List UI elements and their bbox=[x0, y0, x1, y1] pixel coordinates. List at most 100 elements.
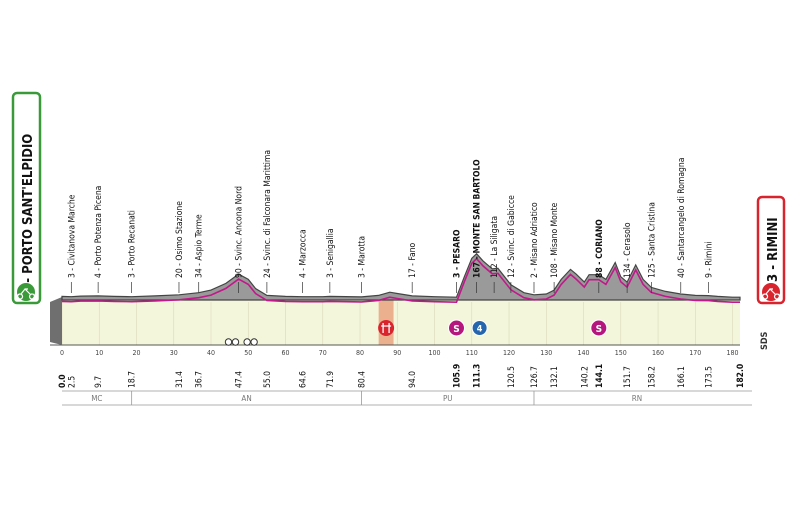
km-tick-label: 110 bbox=[466, 349, 478, 357]
km-label: 173.5 bbox=[704, 366, 714, 388]
finish-icon bbox=[762, 283, 780, 301]
bike-icon bbox=[761, 288, 781, 300]
tunnel-icon bbox=[243, 338, 251, 346]
region-code: AN bbox=[241, 394, 251, 403]
km-label: 111.3 bbox=[473, 364, 483, 388]
sprint-symbol: S bbox=[596, 324, 602, 335]
place-label: 3 - PESARO bbox=[453, 229, 463, 278]
place-label: 125 - Santa Cristina bbox=[647, 202, 657, 278]
elevation-line bbox=[61, 257, 740, 304]
place-label: 3 - Porto Recanati bbox=[128, 210, 138, 278]
km-label: 144.1 bbox=[595, 364, 605, 388]
tunnel-icon bbox=[224, 338, 233, 346]
km-tick-label: 50 bbox=[244, 349, 252, 357]
km-label: 120.5 bbox=[507, 366, 517, 388]
feed-zone-icon bbox=[378, 320, 395, 336]
place-label: 167 - MONTE SAN BARTOLO bbox=[473, 159, 483, 278]
place-label: 3 - Civitanova Marche bbox=[67, 194, 77, 278]
km-label: 55.0 bbox=[263, 371, 273, 388]
km-label: 166.1 bbox=[677, 366, 687, 388]
profile-plain bbox=[62, 300, 740, 345]
region-code: MC bbox=[91, 394, 102, 403]
tunnel-icon bbox=[250, 338, 258, 346]
start-badge: 6 - PORTO SANT'ELPIDIO bbox=[11, 91, 42, 305]
km-tick-label: 150 bbox=[615, 349, 627, 357]
km-label: 47.4 bbox=[235, 371, 245, 388]
sprint-icon bbox=[448, 319, 466, 337]
place-label: 17 - Fano bbox=[408, 243, 418, 278]
km-tick-label: 80 bbox=[356, 349, 364, 357]
place-label: 134 - Cerasolo bbox=[623, 222, 633, 278]
km-label: 126.7 bbox=[530, 366, 540, 388]
km-label: 71.9 bbox=[326, 371, 336, 388]
km-tick-label: 120 bbox=[503, 349, 515, 357]
place-label: 24 - Svinc. di Falconara Marittima bbox=[263, 150, 273, 278]
km-label: 105.9 bbox=[453, 364, 463, 388]
profile-3d-side bbox=[50, 297, 62, 345]
sds-logo: SDS bbox=[760, 331, 770, 350]
sprint-icon bbox=[590, 319, 608, 337]
km-tick-label: 40 bbox=[207, 349, 215, 357]
km-label: 94.0 bbox=[408, 371, 418, 388]
km-tick-label: 140 bbox=[578, 349, 590, 357]
elevation-area bbox=[61, 252, 741, 301]
km-label: 9.7 bbox=[94, 376, 104, 388]
region-code: RN bbox=[632, 394, 642, 403]
finish-badge: 3 - RIMINI bbox=[756, 195, 786, 305]
start-icon bbox=[17, 283, 35, 301]
km-tick-label: 0 bbox=[60, 349, 64, 357]
km-tick-label: 20 bbox=[132, 349, 140, 357]
place-label: 40 - Santarcangelo di Romagna bbox=[677, 158, 687, 278]
km-label: 36.7 bbox=[195, 371, 205, 388]
km-distance-labels: 0.0 2.5 9.7 18.7 31.4 36.7 47.4 55.0 64.6 71.9 80.… bbox=[58, 364, 746, 388]
place-label: 2 - Misano Adriatico bbox=[530, 202, 540, 278]
place-label: 4 - Porto Potenza Picena bbox=[94, 186, 104, 278]
place-label: 34 - Aspio Terme bbox=[195, 214, 205, 278]
place-label: 88 - CORIANO bbox=[595, 219, 605, 278]
km-tick-label: 180 bbox=[727, 349, 739, 357]
km-tick-label: 170 bbox=[689, 349, 701, 357]
km-label: 0.0 bbox=[58, 374, 68, 388]
km-tick-label: 100 bbox=[429, 349, 441, 357]
km-tick-label: 90 bbox=[393, 349, 401, 357]
place-label: 4 - Marzocca bbox=[299, 229, 309, 278]
km-tick-label: 160 bbox=[652, 349, 664, 357]
place-labels: 3 - Civitanova Marche 4 - Porto Potenza P… bbox=[67, 150, 714, 278]
km-label: 158.2 bbox=[647, 366, 657, 388]
km-label: 2.5 bbox=[67, 376, 77, 388]
km-label: 31.4 bbox=[175, 371, 185, 388]
km-label: 18.7 bbox=[128, 371, 138, 388]
km-label: 64.6 bbox=[299, 371, 309, 388]
km-tick-label: 130 bbox=[540, 349, 552, 357]
sprint-symbol: S bbox=[453, 324, 459, 335]
km-tick-label: 30 bbox=[170, 349, 178, 357]
km-label: 132.1 bbox=[550, 366, 560, 388]
fork-knife-icon bbox=[381, 323, 392, 333]
km-label: 140.2 bbox=[580, 366, 590, 388]
km-label: 80.4 bbox=[358, 371, 368, 388]
place-label: 90 - Svinc. Ancona Nord bbox=[235, 186, 245, 278]
place-label: 112 - La Siligata bbox=[490, 216, 500, 278]
km-tick-label: 10 bbox=[95, 349, 103, 357]
waypoint-marks bbox=[70, 282, 709, 293]
kom-category: 4 bbox=[477, 325, 483, 335]
start-title: 6 - PORTO SANT'ELPIDIO bbox=[21, 134, 36, 295]
place-label: 12 - Svinc. di Gabicce bbox=[507, 195, 517, 278]
place-label: 108 - Misano Monte bbox=[550, 202, 560, 278]
place-label: 20 - Osimo Stazione bbox=[175, 201, 185, 278]
race-markers: S S 4 bbox=[224, 319, 608, 346]
kom-icon bbox=[471, 320, 488, 336]
km-tick-label: 60 bbox=[282, 349, 290, 357]
place-label: 3 - Marotta bbox=[358, 236, 368, 278]
region-code: PU bbox=[443, 394, 453, 403]
region-strip: MC AN PU RN bbox=[91, 391, 642, 405]
km-tick-label: 70 bbox=[319, 349, 327, 357]
km-label: 151.7 bbox=[623, 366, 633, 388]
tunnel-icon bbox=[231, 338, 240, 346]
finish-title: 3 - RIMINI bbox=[766, 217, 781, 282]
km-label: 182.0 bbox=[736, 364, 746, 388]
place-label: 3 - Senigallia bbox=[326, 228, 336, 278]
bike-icon bbox=[16, 288, 36, 300]
